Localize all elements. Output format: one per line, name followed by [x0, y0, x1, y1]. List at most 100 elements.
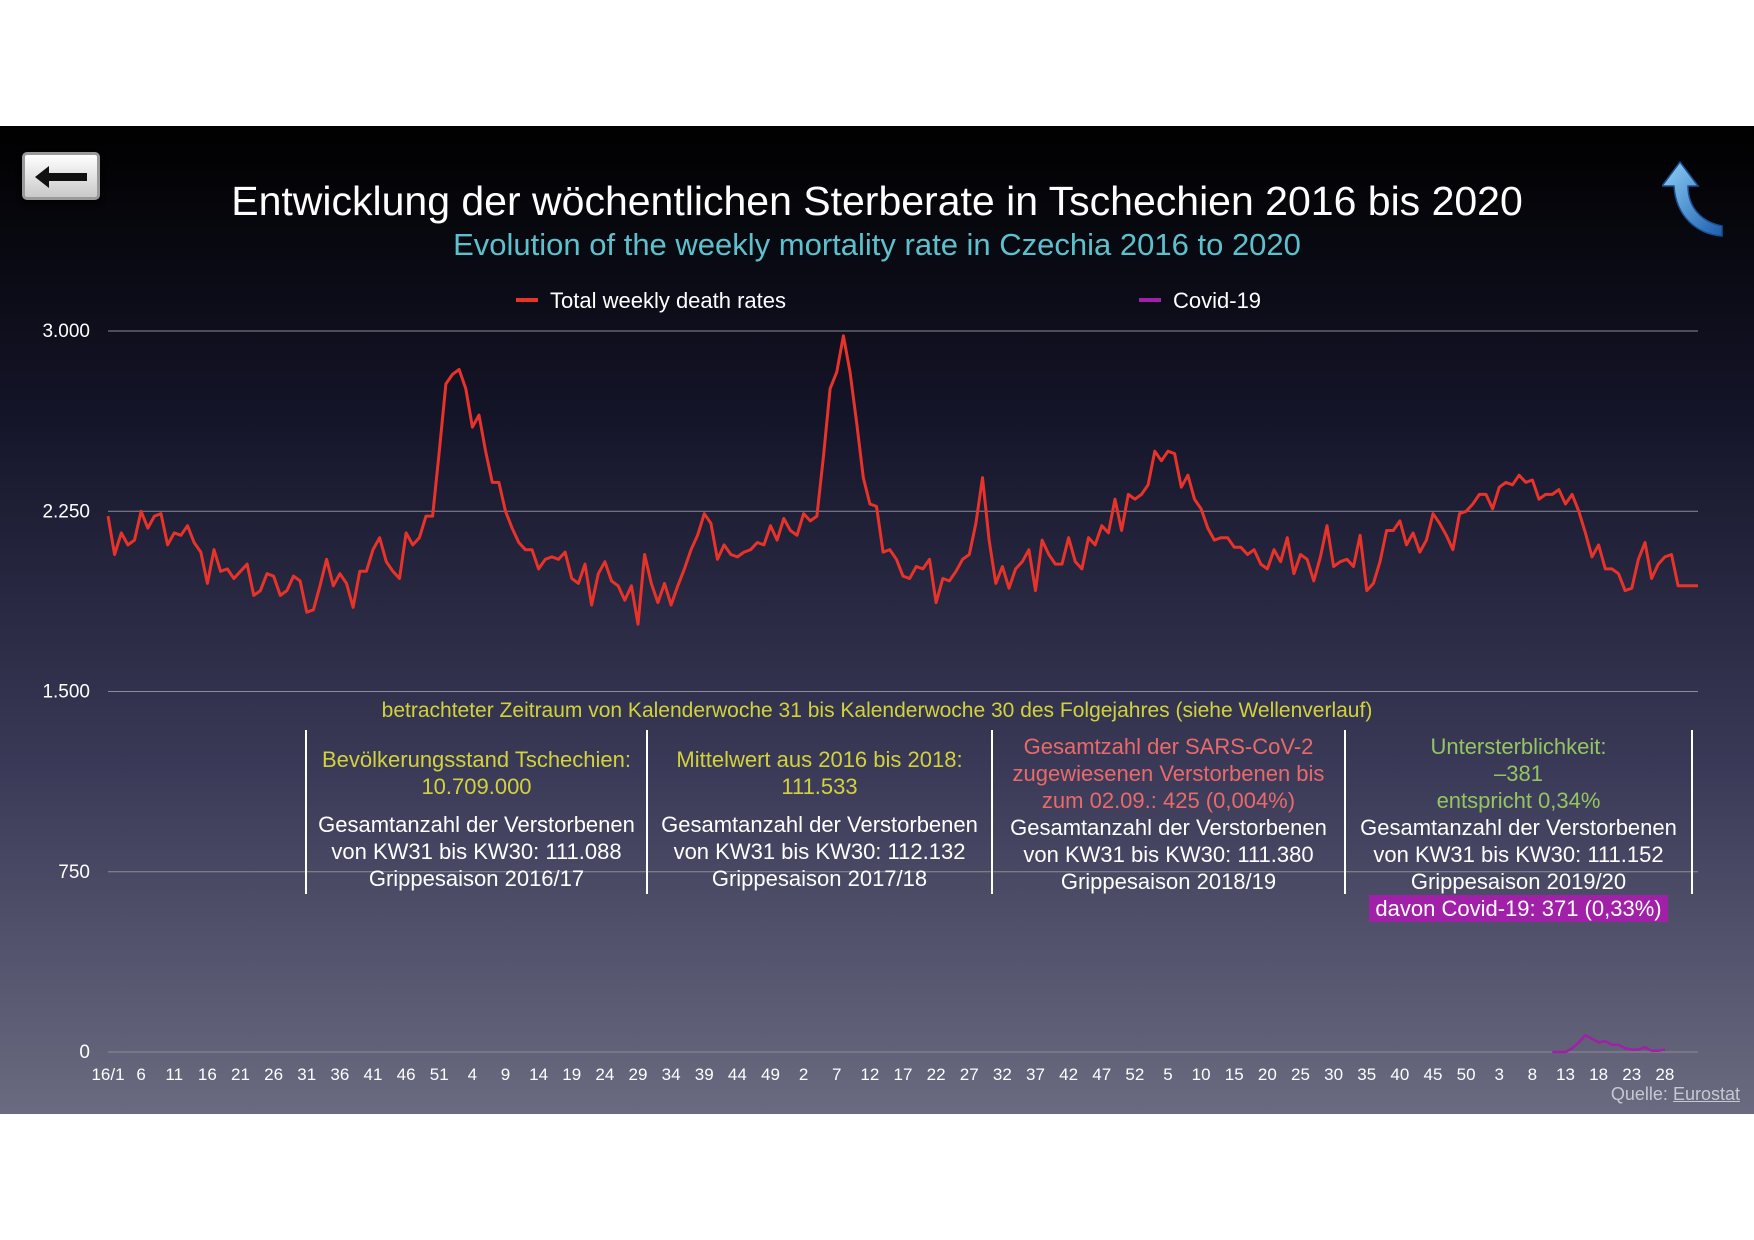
- x-tick-label: 11: [165, 1065, 183, 1084]
- x-tick-label: 30: [1324, 1065, 1343, 1084]
- x-tick-label: 15: [1225, 1065, 1244, 1084]
- x-tick-label: 41: [364, 1065, 383, 1084]
- chart-title: Entwicklung der wöchentlichen Sterberate…: [231, 178, 1523, 224]
- x-tick-label: 20: [1258, 1065, 1277, 1084]
- population-value: 10.709.000: [421, 774, 532, 799]
- season-divider: [305, 730, 307, 894]
- period-note: betrachteter Zeitraum von Kalenderwoche …: [381, 699, 1373, 722]
- season-box-2019-20: Untersterblichkeit: –381 entspricht 0,34…: [1346, 733, 1691, 922]
- x-tick-label: 2: [799, 1065, 808, 1084]
- x-tick-label: 28: [1655, 1065, 1674, 1084]
- source-link[interactable]: Eurostat: [1672, 1084, 1740, 1104]
- x-tick-label: 16: [198, 1065, 217, 1084]
- y-tick-label: 750: [58, 862, 90, 883]
- y-tick-label: 0: [79, 1042, 90, 1063]
- x-tick-label: 52: [1125, 1065, 1144, 1084]
- season-stat-line: Gesamtanzahl der Verstorbenen: [1360, 815, 1677, 840]
- season-stat-line: Gesamtanzahl der Verstorbenen: [1010, 815, 1327, 840]
- x-tick-label: 34: [662, 1065, 681, 1084]
- season-divider: [1344, 730, 1346, 894]
- x-tick-label: 24: [595, 1065, 614, 1084]
- x-tick-label: 51: [430, 1065, 449, 1084]
- x-tick-label: 8: [1528, 1065, 1537, 1084]
- x-tick-label: 45: [1424, 1065, 1443, 1084]
- undermortality-label: Untersterblichkeit:: [1430, 734, 1607, 759]
- x-tick-label: 16/1: [91, 1065, 124, 1084]
- y-tick-label: 2.250: [42, 501, 90, 522]
- series-line-covid: [1552, 1033, 1666, 1054]
- x-tick-label: 25: [1291, 1065, 1310, 1084]
- sars-cov-2-note: Gesamtzahl der SARS-CoV-2 zugewiesenen V…: [993, 733, 1344, 814]
- x-tick-label: 50: [1457, 1065, 1476, 1084]
- slide: Entwicklung der wöchentlichen Sterberate…: [0, 126, 1754, 1114]
- population-note: Bevölkerungsstand Tschechien: 10.709.000: [307, 746, 646, 800]
- x-tick-label: 23: [1622, 1065, 1641, 1084]
- season-stat-line: von KW31 bis KW30: 112.132: [673, 839, 966, 864]
- season-stats: Gesamtanzahl der Verstorbenen von KW31 b…: [648, 811, 991, 892]
- chart-subtitle: Evolution of the weekly mortality rate i…: [453, 227, 1301, 262]
- chart-series: [106, 334, 1698, 1054]
- x-tick-label: 10: [1192, 1065, 1211, 1084]
- season-stats: Gesamtanzahl der Verstorbenen von KW31 b…: [307, 811, 646, 892]
- y-tick-label: 1.500: [42, 682, 90, 703]
- season-box-2018-19: Gesamtzahl der SARS-CoV-2 zugewiesenen V…: [993, 733, 1344, 894]
- source-label: Quelle:: [1610, 1084, 1668, 1104]
- series-line-total-deaths: [106, 334, 1698, 626]
- legend-swatch-total: [516, 298, 538, 303]
- x-tick-label: 47: [1092, 1065, 1111, 1084]
- x-axis: 16/1 6 11 16 21 26 31 36 41 46 51 4 9 14 19 24 29 34 39 44 4…: [91, 1065, 1674, 1084]
- undermortality-value: –381: [1494, 761, 1543, 786]
- x-tick-label: 44: [728, 1065, 747, 1084]
- x-tick-label: 35: [1357, 1065, 1376, 1084]
- curved-up-arrow-icon[interactable]: [1662, 160, 1732, 240]
- x-tick-label: 27: [960, 1065, 979, 1084]
- season-label: Grippesaison 2019/20: [1410, 869, 1627, 894]
- sars-note-line: Gesamtzahl der SARS-CoV-2: [1023, 734, 1314, 759]
- x-tick-label: 18: [1589, 1065, 1608, 1084]
- x-tick-label: 46: [397, 1065, 416, 1084]
- season-divider: [1691, 730, 1693, 894]
- undermortality-note: Untersterblichkeit: –381 entspricht 0,34…: [1346, 733, 1691, 814]
- undermortality-percent: entspricht 0,34%: [1436, 788, 1601, 813]
- x-tick-label: 9: [501, 1065, 510, 1084]
- season-label: Grippesaison 2016/17: [368, 866, 585, 891]
- legend-label-total: Total weekly death rates: [550, 288, 787, 313]
- x-tick-label: 37: [1026, 1065, 1045, 1084]
- season-stat-line: von KW31 bis KW30: 111.152: [1373, 842, 1664, 867]
- season-stats: Gesamtanzahl der Verstorbenen von KW31 b…: [993, 814, 1344, 895]
- x-tick-label: 22: [927, 1065, 946, 1084]
- season-stats: Gesamtanzahl der Verstorbenen von KW31 b…: [1346, 814, 1691, 922]
- x-tick-label: 14: [529, 1065, 548, 1084]
- back-button[interactable]: [22, 152, 100, 200]
- x-tick-label: 12: [860, 1065, 879, 1084]
- x-tick-label: 3: [1495, 1065, 1504, 1084]
- source-note: Quelle: Eurostat: [1611, 1084, 1740, 1105]
- season-stat-line: Gesamtanzahl der Verstorbenen: [661, 812, 978, 837]
- x-tick-label: 31: [297, 1065, 316, 1084]
- season-box-2016-17: Bevölkerungsstand Tschechien: 10.709.000…: [307, 734, 646, 891]
- x-tick-label: 29: [629, 1065, 648, 1084]
- arrow-left-icon: [35, 166, 87, 188]
- x-tick-label: 5: [1163, 1065, 1172, 1084]
- x-tick-label: 17: [894, 1065, 913, 1084]
- season-label: Grippesaison 2018/19: [1060, 869, 1277, 894]
- x-tick-label: 42: [1059, 1065, 1078, 1084]
- x-tick-label: 32: [993, 1065, 1012, 1084]
- x-tick-label: 13: [1556, 1065, 1575, 1084]
- season-divider: [646, 730, 648, 894]
- sars-note-line: zum 02.09.: 425 (0,004%): [1041, 788, 1296, 813]
- x-tick-label: 36: [330, 1065, 349, 1084]
- x-tick-label: 19: [562, 1065, 581, 1084]
- legend-label-covid: Covid-19: [1173, 288, 1262, 313]
- population-label: Bevölkerungsstand Tschechien:: [321, 747, 631, 772]
- average-label: Mittelwert aus 2016 bis 2018:: [676, 747, 963, 772]
- x-tick-label: 4: [468, 1065, 477, 1084]
- season-stat-line: von KW31 bis KW30: 111.380: [1023, 842, 1314, 867]
- average-value: 111.533: [781, 774, 858, 799]
- season-stat-line: Gesamtanzahl der Verstorbenen: [318, 812, 635, 837]
- season-stat-line: von KW31 bis KW30: 111.088: [331, 839, 622, 864]
- x-tick-label: 26: [264, 1065, 283, 1084]
- season-box-2017-18: Mittelwert aus 2016 bis 2018: 111.533 Ge…: [648, 734, 991, 891]
- x-tick-label: 39: [695, 1065, 714, 1084]
